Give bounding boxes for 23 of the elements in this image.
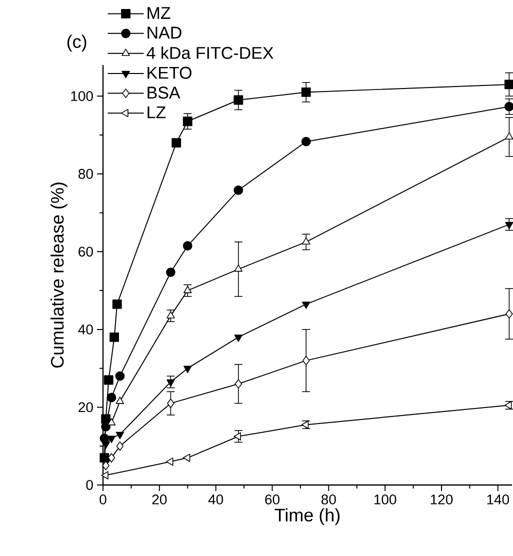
y-tick-label: 20 [78, 402, 93, 412]
x-tick-label: 40 [208, 494, 224, 504]
y-tick-label: 40 [78, 324, 93, 334]
x-tick-label: 80 [321, 494, 336, 504]
y-tick-label: 80 [78, 168, 93, 179]
legend-label: KETO [148, 66, 192, 79]
y-axis-title: Cumulative release (%) [50, 182, 68, 368]
x-tick-label: 0 [100, 494, 106, 504]
x-axis-title: Time (h) [274, 508, 340, 526]
x-tick-label: 100 [374, 494, 396, 504]
legend-label: BSA [148, 86, 180, 99]
legend-label: NAD [148, 26, 182, 38]
legend-label: MZ [148, 7, 170, 19]
x-tick-label: 20 [152, 494, 167, 504]
legend-label: 4 kDa FITC-DEX [146, 46, 274, 59]
x-tick-label: 60 [265, 494, 280, 504]
text: (c) [67, 34, 86, 52]
y-tick-label: 100 [71, 91, 93, 102]
y-tick-label: 0 [86, 480, 93, 490]
x-tick-label: 120 [430, 494, 453, 504]
legend-label: LZ [148, 106, 166, 118]
y-tick-label: 60 [78, 246, 93, 257]
x-tick-label: 140 [487, 494, 510, 504]
